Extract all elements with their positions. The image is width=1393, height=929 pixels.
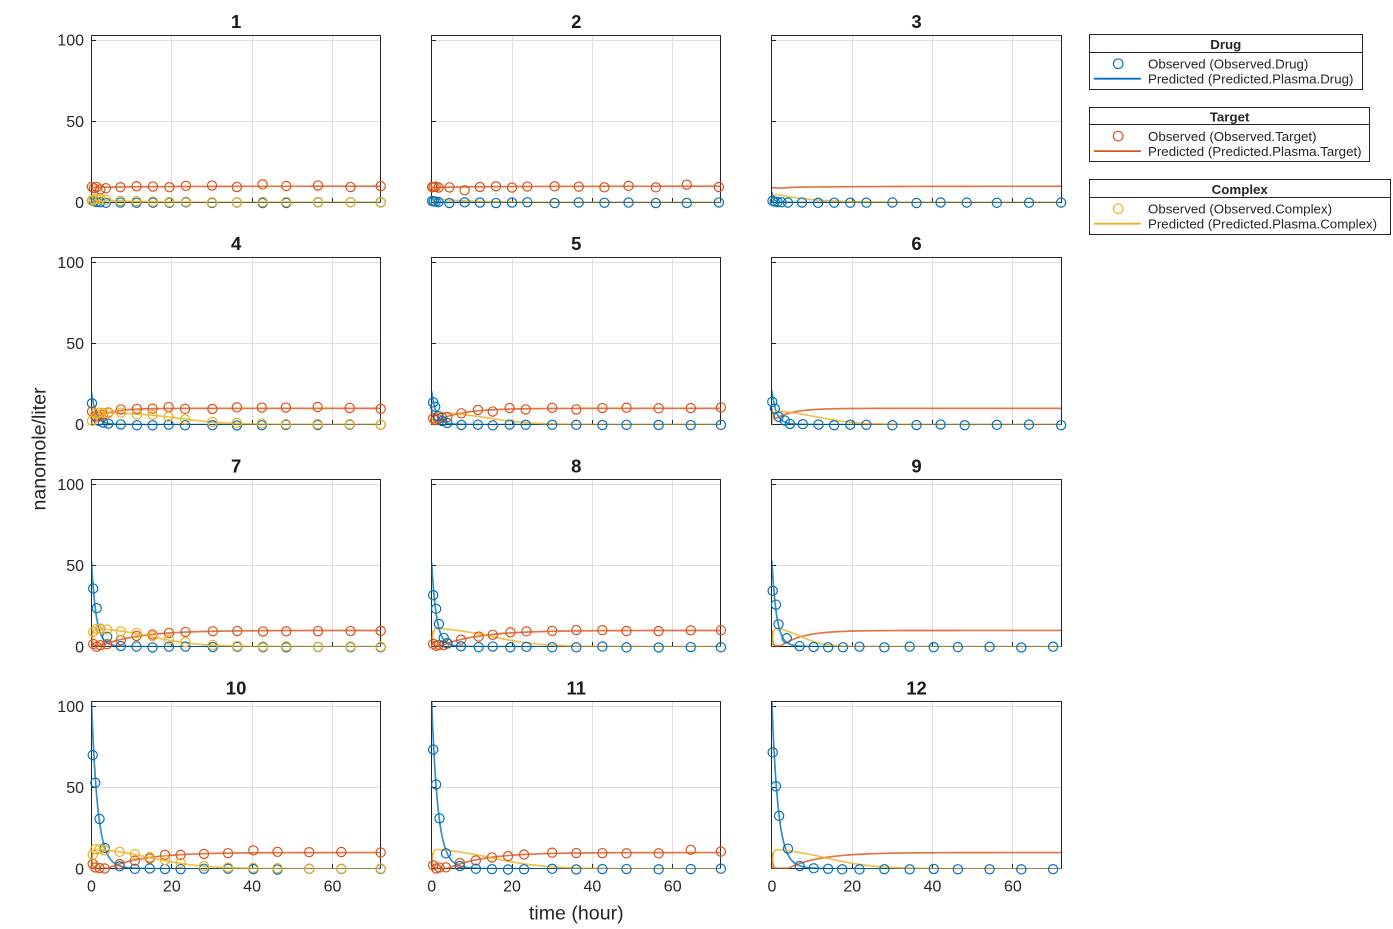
svg-text:Complex: Complex — [1212, 182, 1269, 197]
svg-text:Observed (Observed.Drug): Observed (Observed.Drug) — [1148, 56, 1308, 71]
svg-text:50: 50 — [66, 114, 84, 131]
svg-text:8: 8 — [571, 455, 581, 476]
svg-text:50: 50 — [66, 558, 84, 575]
svg-text:2: 2 — [571, 11, 581, 32]
svg-text:Predicted (Predicted.Plasma.Co: Predicted (Predicted.Plasma.Complex) — [1148, 216, 1377, 231]
svg-text:40: 40 — [583, 878, 601, 895]
svg-text:4: 4 — [231, 233, 242, 254]
svg-text:20: 20 — [843, 878, 861, 895]
svg-text:100: 100 — [57, 699, 84, 716]
svg-text:1: 1 — [231, 11, 241, 32]
svg-text:3: 3 — [911, 11, 921, 32]
svg-text:9: 9 — [911, 455, 921, 476]
svg-text:5: 5 — [571, 233, 581, 254]
svg-text:0: 0 — [75, 639, 84, 656]
svg-text:0: 0 — [767, 878, 776, 895]
svg-text:Observed (Observed.Complex): Observed (Observed.Complex) — [1148, 201, 1332, 216]
svg-text:11: 11 — [567, 677, 587, 698]
svg-text:40: 40 — [243, 878, 261, 895]
svg-text:20: 20 — [503, 878, 521, 895]
svg-text:0: 0 — [75, 195, 84, 212]
svg-text:60: 60 — [1004, 878, 1022, 895]
svg-text:100: 100 — [57, 33, 84, 50]
svg-text:10: 10 — [226, 677, 247, 698]
svg-text:time (hour): time (hour) — [529, 903, 624, 925]
svg-text:60: 60 — [664, 878, 682, 895]
svg-text:Drug: Drug — [1210, 37, 1241, 52]
svg-text:Observed (Observed.Target): Observed (Observed.Target) — [1148, 129, 1317, 144]
svg-text:100: 100 — [57, 477, 84, 494]
svg-text:20: 20 — [163, 878, 181, 895]
svg-text:0: 0 — [75, 861, 84, 878]
svg-text:40: 40 — [924, 878, 942, 895]
svg-text:Target: Target — [1210, 110, 1250, 125]
svg-text:12: 12 — [906, 677, 927, 698]
svg-text:0: 0 — [87, 878, 96, 895]
svg-text:7: 7 — [231, 455, 241, 476]
svg-text:0: 0 — [427, 878, 436, 895]
svg-text:50: 50 — [66, 780, 84, 797]
svg-text:50: 50 — [66, 336, 84, 353]
svg-text:Predicted (Predicted.Plasma.Ta: Predicted (Predicted.Plasma.Target) — [1148, 144, 1362, 159]
svg-text:60: 60 — [324, 878, 342, 895]
svg-text:Predicted (Predicted.Plasma.Dr: Predicted (Predicted.Plasma.Drug) — [1148, 71, 1353, 86]
svg-text:100: 100 — [57, 255, 84, 272]
svg-text:6: 6 — [911, 233, 921, 254]
svg-text:0: 0 — [75, 417, 84, 434]
svg-text:nanomole/liter: nanomole/liter — [29, 387, 51, 511]
